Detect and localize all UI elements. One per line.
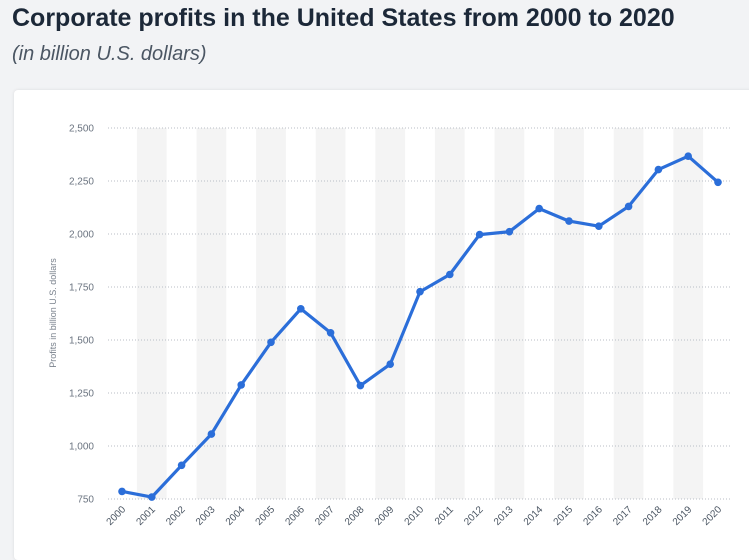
y-tick-label: 1,250	[69, 389, 94, 400]
x-tick-label: 2016	[581, 504, 605, 528]
x-tick-label: 2010	[403, 504, 427, 528]
data-point-2015[interactable]	[565, 217, 573, 225]
x-tick-label: 2018	[641, 504, 665, 528]
data-point-2006[interactable]	[297, 305, 305, 313]
data-point-2019[interactable]	[684, 152, 692, 160]
alternating-bands	[136, 128, 704, 499]
data-point-2014[interactable]	[535, 204, 543, 213]
x-tick-label: 2020	[701, 504, 725, 528]
data-point-2011[interactable]	[446, 270, 454, 279]
data-point-2012[interactable]	[475, 230, 484, 239]
band-2013	[494, 128, 525, 499]
band-2011	[434, 128, 465, 499]
x-tick-label: 2004	[224, 504, 248, 528]
data-point-2008[interactable]	[356, 381, 365, 390]
band-2015	[554, 128, 584, 499]
y-axis-ticks: 750 1,000 1,250 1,500 1,750 2,000 2,250 2,500	[69, 124, 94, 506]
x-tick-label: 2003	[194, 504, 218, 528]
y-axis-label: Profits in billion U.S. dollars	[48, 258, 58, 368]
y-tick-label: 1,500	[69, 336, 94, 347]
gridlines	[108, 127, 732, 500]
data-point-2018[interactable]	[654, 165, 663, 174]
data-point-2010[interactable]	[416, 287, 424, 296]
data-point-2009[interactable]	[386, 360, 395, 369]
y-tick-label: 2,000	[69, 230, 94, 241]
x-tick-label: 2012	[462, 504, 486, 528]
data-point-2001[interactable]	[148, 493, 156, 501]
x-tick-label: 2007	[313, 504, 337, 528]
band-2009	[375, 128, 406, 499]
data-point-2017[interactable]	[624, 202, 633, 211]
line-chart: 750 1,000 1,250 1,500 1,750 2,000 2,250 2,500 2…	[48, 124, 732, 528]
y-tick-label: 1,000	[69, 442, 94, 453]
data-point-2002[interactable]	[177, 461, 186, 470]
band-2017	[613, 128, 644, 499]
x-tick-label: 2014	[522, 504, 546, 528]
y-tick-label: 1,750	[69, 283, 94, 294]
x-tick-label: 2008	[343, 504, 367, 528]
y-tick-label: 750	[77, 495, 94, 506]
data-point-2013[interactable]	[505, 227, 514, 236]
x-axis-ticks: 2000 2001 2002 2003 2004 2005 2006 2007 2008 2009…	[105, 504, 725, 528]
data-point-2005[interactable]	[267, 338, 275, 347]
x-tick-label: 2013	[492, 504, 516, 528]
band-2001	[136, 128, 167, 499]
band-2005	[256, 128, 286, 499]
data-points	[118, 152, 722, 501]
y-tick-label: 2,250	[69, 177, 94, 188]
x-tick-label: 2000	[105, 504, 129, 528]
data-point-2007[interactable]	[326, 329, 335, 337]
x-tick-label: 2011	[433, 504, 456, 527]
x-tick-label: 2006	[283, 504, 307, 528]
band-2007	[315, 128, 346, 499]
x-tick-label: 2015	[552, 504, 576, 528]
x-tick-label: 2001	[134, 504, 158, 528]
x-tick-label: 2005	[254, 504, 278, 528]
data-point-2020[interactable]	[714, 178, 722, 187]
chart-subtitle: (in billion U.S. dollars)	[12, 43, 207, 65]
x-tick-label: 2002	[164, 504, 188, 528]
chart-title: Corporate profits in the United States f…	[12, 4, 675, 32]
x-tick-label: 2019	[671, 504, 695, 528]
y-tick-label: 2,500	[69, 124, 94, 135]
data-point-2000[interactable]	[118, 487, 126, 496]
band-2019	[673, 128, 704, 499]
x-tick-label: 2017	[611, 504, 635, 528]
data-point-2004[interactable]	[237, 381, 245, 389]
data-point-2016[interactable]	[595, 222, 603, 230]
x-tick-label: 2009	[373, 504, 397, 528]
data-point-2003[interactable]	[207, 430, 216, 438]
